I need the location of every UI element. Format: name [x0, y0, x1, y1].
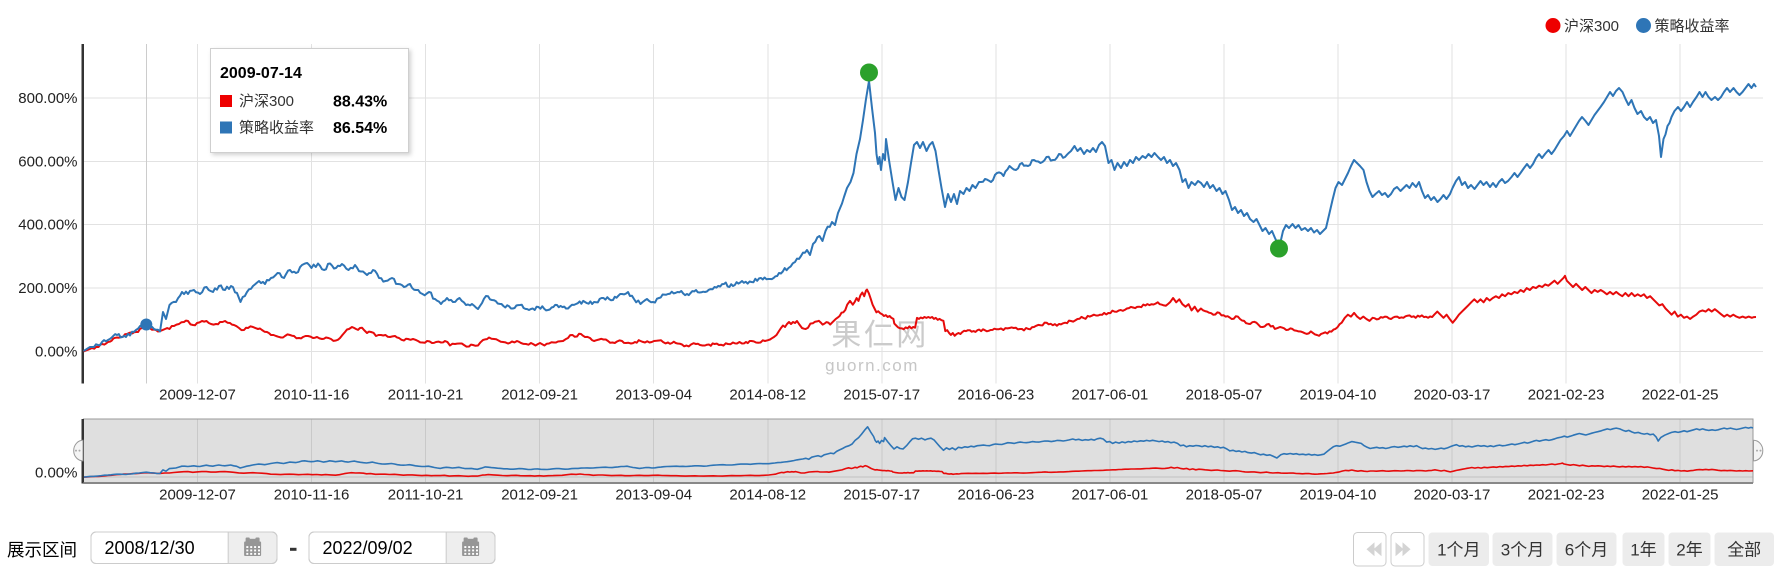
svg-text:2年: 2年	[1676, 541, 1702, 560]
svg-text:2019-04-10: 2019-04-10	[1300, 487, 1377, 504]
svg-text:guorn.com: guorn.com	[827, 358, 921, 377]
svg-text:400.00%: 400.00%	[18, 217, 77, 234]
svg-text:2009-12-07: 2009-12-07	[159, 387, 236, 404]
svg-text:2021-02-23: 2021-02-23	[1528, 487, 1605, 504]
svg-text:2020-03-17: 2020-03-17	[1414, 387, 1491, 404]
svg-text:2011-10-21: 2011-10-21	[388, 487, 464, 504]
svg-text:2011-10-21: 2011-10-21	[388, 387, 464, 404]
svg-text:2010-11-16: 2010-11-16	[274, 387, 350, 404]
svg-text:2013-09-04: 2013-09-04	[615, 387, 692, 404]
svg-text:2022-01-25: 2022-01-25	[1642, 487, 1719, 504]
svg-text:2012-09-21: 2012-09-21	[501, 387, 578, 404]
svg-text:2013-09-04: 2013-09-04	[615, 487, 692, 504]
svg-text:2015-07-17: 2015-07-17	[843, 387, 920, 404]
svg-text:1年: 1年	[1630, 541, 1656, 560]
svg-text:2016-06-23: 2016-06-23	[958, 487, 1035, 504]
svg-text:0.00%: 0.00%	[35, 465, 78, 482]
svg-text:2016-06-23: 2016-06-23	[958, 387, 1035, 404]
svg-text:沪深300: 沪深300	[1564, 18, 1619, 35]
svg-text:2009-12-07: 2009-12-07	[159, 487, 236, 504]
svg-text:guorn.com: guorn.com	[825, 356, 919, 375]
svg-text:果仁网: 果仁网	[831, 319, 929, 352]
svg-text:2020-03-17: 2020-03-17	[1414, 487, 1491, 504]
svg-text:2021-02-23: 2021-02-23	[1528, 387, 1605, 404]
svg-text:2009-07-14: 2009-07-14	[220, 65, 302, 82]
svg-text:2008/12/30: 2008/12/30	[105, 538, 195, 558]
svg-text:2014-08-12: 2014-08-12	[729, 387, 806, 404]
svg-text:2010-11-16: 2010-11-16	[274, 487, 350, 504]
svg-text:1个月: 1个月	[1437, 541, 1480, 560]
svg-text:2022-01-25: 2022-01-25	[1642, 387, 1719, 404]
svg-text:200.00%: 200.00%	[18, 280, 77, 297]
svg-text:600.00%: 600.00%	[18, 153, 77, 170]
svg-text:2022/09/02: 2022/09/02	[323, 538, 413, 558]
svg-text:3个月: 3个月	[1501, 541, 1544, 560]
svg-text:86.54%: 86.54%	[333, 120, 387, 137]
svg-text:800.00%: 800.00%	[18, 90, 77, 107]
svg-text:展示区间: 展示区间	[7, 540, 77, 560]
svg-text:2017-06-01: 2017-06-01	[1072, 487, 1149, 504]
svg-text:沪深300: 沪深300	[239, 93, 294, 110]
svg-text:2018-05-07: 2018-05-07	[1186, 487, 1263, 504]
svg-text:2014-08-12: 2014-08-12	[729, 487, 806, 504]
svg-text:2017-06-01: 2017-06-01	[1072, 387, 1149, 404]
svg-text:88.43%: 88.43%	[333, 94, 387, 111]
svg-text:全部: 全部	[1727, 541, 1761, 560]
svg-text:果仁网: 果仁网	[833, 321, 931, 354]
svg-text:策略收益率: 策略收益率	[1655, 18, 1730, 35]
svg-text:2018-05-07: 2018-05-07	[1186, 387, 1263, 404]
svg-text:策略收益率: 策略收益率	[239, 120, 314, 137]
svg-text:6个月: 6个月	[1565, 541, 1608, 560]
svg-text:2012-09-21: 2012-09-21	[501, 487, 578, 504]
svg-text:0.00%: 0.00%	[35, 343, 78, 360]
svg-text:2015-07-17: 2015-07-17	[843, 487, 920, 504]
svg-text:2019-04-10: 2019-04-10	[1300, 387, 1377, 404]
